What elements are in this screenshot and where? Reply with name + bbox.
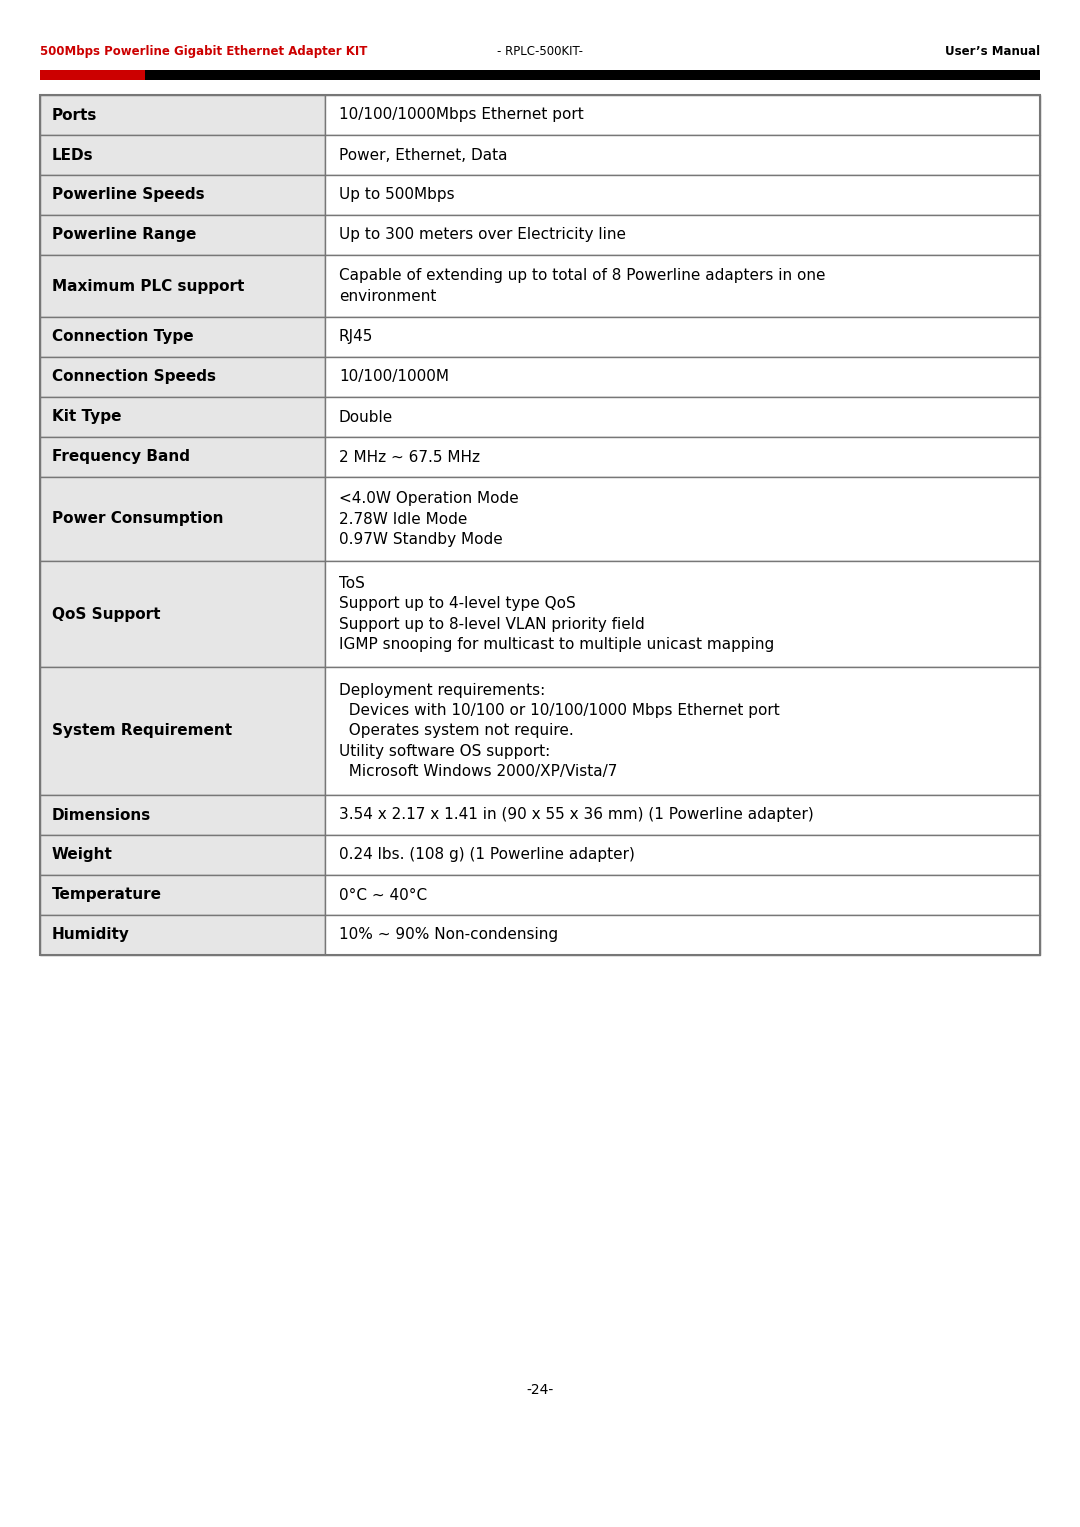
Text: ToS
Support up to 4-level type QoS
Support up to 8-level VLAN priority field
IGM: ToS Support up to 4-level type QoS Suppo… bbox=[339, 576, 774, 652]
Bar bbox=[40, 255, 325, 318]
Text: 10/100/1000M: 10/100/1000M bbox=[339, 370, 449, 385]
Bar bbox=[40, 476, 325, 560]
Bar bbox=[40, 437, 325, 476]
Text: RJ45: RJ45 bbox=[339, 330, 374, 345]
Text: Kit Type: Kit Type bbox=[52, 409, 121, 425]
Text: 3.54 x 2.17 x 1.41 in (90 x 55 x 36 mm) (1 Powerline adapter): 3.54 x 2.17 x 1.41 in (90 x 55 x 36 mm) … bbox=[339, 808, 813, 823]
Text: -24-: -24- bbox=[526, 1383, 554, 1397]
Bar bbox=[325, 835, 1040, 875]
Text: Power Consumption: Power Consumption bbox=[52, 512, 224, 527]
Bar bbox=[325, 796, 1040, 835]
Text: Maximum PLC support: Maximum PLC support bbox=[52, 278, 244, 293]
Bar bbox=[145, 70, 1040, 79]
Text: Powerline Range: Powerline Range bbox=[52, 228, 197, 243]
Bar bbox=[325, 357, 1040, 397]
Text: System Requirement: System Requirement bbox=[52, 724, 232, 739]
Text: QoS Support: QoS Support bbox=[52, 606, 161, 621]
Text: 0°C ~ 40°C: 0°C ~ 40°C bbox=[339, 887, 427, 902]
Text: 10/100/1000Mbps Ethernet port: 10/100/1000Mbps Ethernet port bbox=[339, 107, 584, 122]
Bar bbox=[40, 134, 325, 176]
Bar bbox=[40, 835, 325, 875]
Bar bbox=[325, 215, 1040, 255]
Bar bbox=[325, 667, 1040, 796]
Text: Ports: Ports bbox=[52, 107, 97, 122]
Bar bbox=[325, 476, 1040, 560]
Bar bbox=[325, 397, 1040, 437]
Text: Power, Ethernet, Data: Power, Ethernet, Data bbox=[339, 148, 508, 162]
Text: Up to 500Mbps: Up to 500Mbps bbox=[339, 188, 455, 203]
Bar bbox=[40, 796, 325, 835]
Text: Temperature: Temperature bbox=[52, 887, 162, 902]
Bar bbox=[40, 357, 325, 397]
Bar bbox=[40, 95, 325, 134]
Text: User’s Manual: User’s Manual bbox=[945, 44, 1040, 58]
Text: Weight: Weight bbox=[52, 847, 113, 863]
Text: Connection Speeds: Connection Speeds bbox=[52, 370, 216, 385]
Bar bbox=[40, 560, 325, 667]
Bar bbox=[325, 560, 1040, 667]
Bar bbox=[40, 667, 325, 796]
Bar bbox=[40, 95, 1040, 954]
Bar bbox=[40, 215, 325, 255]
Text: 10% ~ 90% Non-condensing: 10% ~ 90% Non-condensing bbox=[339, 927, 558, 942]
Bar bbox=[325, 255, 1040, 318]
Text: Powerline Speeds: Powerline Speeds bbox=[52, 188, 204, 203]
Text: 0.24 lbs. (108 g) (1 Powerline adapter): 0.24 lbs. (108 g) (1 Powerline adapter) bbox=[339, 847, 635, 863]
Bar bbox=[40, 397, 325, 437]
Bar bbox=[40, 176, 325, 215]
Bar bbox=[325, 437, 1040, 476]
Text: Humidity: Humidity bbox=[52, 927, 130, 942]
Text: 2 MHz ~ 67.5 MHz: 2 MHz ~ 67.5 MHz bbox=[339, 449, 480, 464]
Bar bbox=[325, 318, 1040, 357]
Bar bbox=[325, 915, 1040, 954]
Text: - RPLC-500KIT-: - RPLC-500KIT- bbox=[497, 44, 583, 58]
Text: Capable of extending up to total of 8 Powerline adapters in one
environment: Capable of extending up to total of 8 Po… bbox=[339, 269, 825, 304]
Bar bbox=[40, 875, 325, 915]
Bar bbox=[325, 875, 1040, 915]
Bar bbox=[40, 318, 325, 357]
Bar bbox=[325, 134, 1040, 176]
Text: Frequency Band: Frequency Band bbox=[52, 449, 190, 464]
Text: Deployment requirements:
  Devices with 10/100 or 10/100/1000 Mbps Ethernet port: Deployment requirements: Devices with 10… bbox=[339, 683, 780, 779]
Text: Connection Type: Connection Type bbox=[52, 330, 193, 345]
Text: LEDs: LEDs bbox=[52, 148, 94, 162]
Text: Dimensions: Dimensions bbox=[52, 808, 151, 823]
Text: <4.0W Operation Mode
2.78W Idle Mode
0.97W Standby Mode: <4.0W Operation Mode 2.78W Idle Mode 0.9… bbox=[339, 492, 518, 547]
Text: 500Mbps Powerline Gigabit Ethernet Adapter KIT: 500Mbps Powerline Gigabit Ethernet Adapt… bbox=[40, 44, 367, 58]
Bar bbox=[40, 915, 325, 954]
Bar bbox=[325, 176, 1040, 215]
Bar bbox=[325, 95, 1040, 134]
Text: Up to 300 meters over Electricity line: Up to 300 meters over Electricity line bbox=[339, 228, 626, 243]
Text: Double: Double bbox=[339, 409, 393, 425]
Bar bbox=[40, 70, 145, 79]
